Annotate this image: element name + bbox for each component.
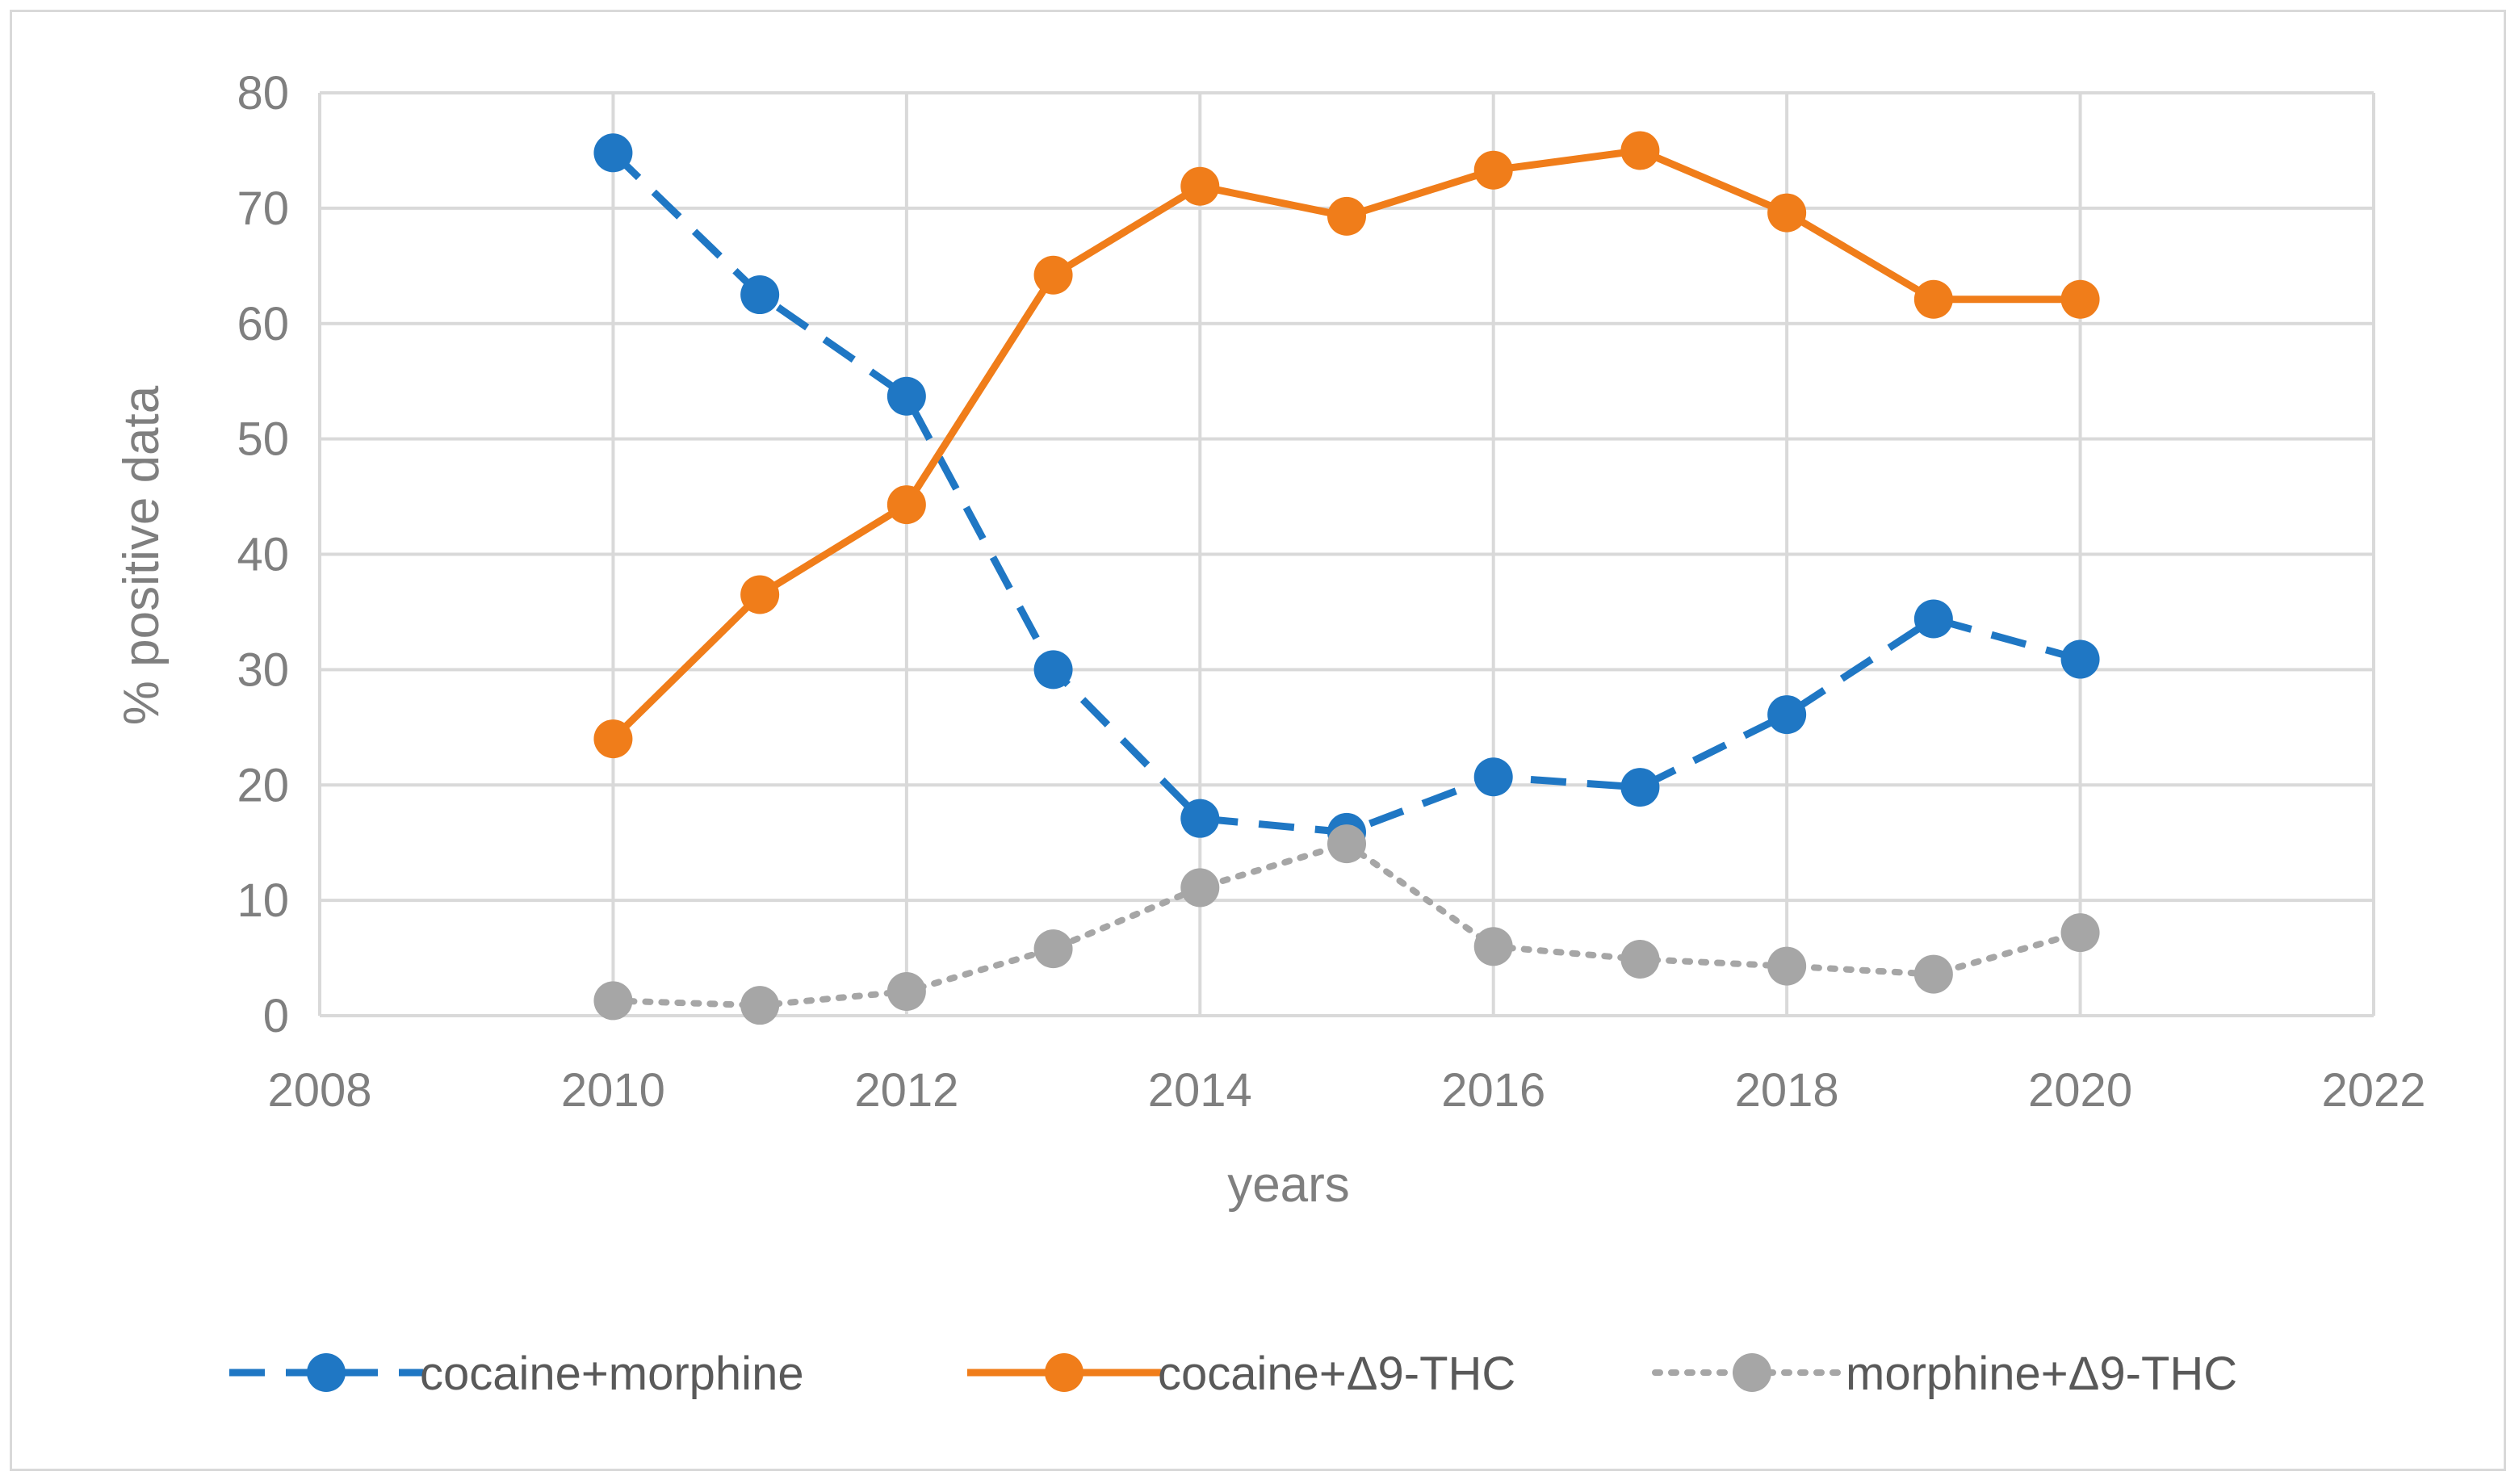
- legend-label-1: cocaine+Δ9-THC: [1158, 1348, 1515, 1400]
- data-point-s2-2013: [1033, 929, 1073, 969]
- data-point-s2-2010: [593, 981, 633, 1021]
- legend-label-0: cocaine+morphine: [420, 1348, 804, 1400]
- data-point-s0-2017: [1620, 768, 1660, 807]
- y-tick-10: 10: [237, 874, 289, 927]
- data-point-s1-2015: [1327, 196, 1366, 236]
- data-point-s0-2016: [1473, 757, 1513, 797]
- x-tick-2014: 2014: [1148, 1064, 1252, 1117]
- y-axis-title: % positive data: [114, 385, 170, 725]
- data-point-s0-2014: [1180, 799, 1220, 838]
- data-point-s1-2017: [1620, 131, 1660, 170]
- data-point-s2-2020: [2060, 913, 2100, 953]
- data-point-s0-2013: [1033, 650, 1073, 690]
- y-tick-60: 60: [237, 298, 289, 350]
- legend-marker-0: [307, 1353, 346, 1392]
- series-points: [593, 131, 2100, 1025]
- y-tick-50: 50: [237, 413, 289, 466]
- grid: [318, 91, 2375, 1017]
- x-tick-2016: 2016: [1441, 1064, 1545, 1117]
- x-tick-2008: 2008: [267, 1064, 371, 1117]
- y-tick-20: 20: [237, 759, 289, 811]
- y-tick-80: 80: [237, 67, 289, 119]
- x-tick-2010: 2010: [561, 1064, 665, 1117]
- legend-marker-1: [1045, 1353, 1083, 1392]
- data-point-s2-2015: [1327, 824, 1366, 864]
- legend-marker-2: [1733, 1353, 1771, 1392]
- data-point-s0-2012: [886, 376, 926, 416]
- y-tick-30: 30: [237, 643, 289, 696]
- legend-label-2: morphine+Δ9-THC: [1846, 1348, 2237, 1400]
- y-tick-40: 40: [237, 529, 289, 581]
- data-point-s2-2017: [1620, 939, 1660, 979]
- series-line-2: [610, 841, 2084, 1009]
- data-point-s0-2010: [593, 133, 633, 173]
- x-tick-2018: 2018: [1735, 1064, 1839, 1117]
- data-point-s1-2011: [740, 575, 780, 614]
- data-point-s2-2018: [1767, 946, 1807, 986]
- data-point-s2-2019: [1913, 954, 1953, 994]
- data-point-s2-2012: [886, 971, 926, 1011]
- data-point-s1-2013: [1033, 255, 1073, 295]
- data-point-s1-2020: [2060, 279, 2100, 319]
- y-tick-labels: 0 10 20 30 40 50 60 70 80: [237, 67, 289, 1042]
- x-tick-2020: 2020: [2028, 1064, 2132, 1117]
- data-point-s1-2010: [593, 719, 633, 759]
- x-axis-title: years: [1227, 1157, 1350, 1213]
- data-point-s2-2016: [1473, 927, 1513, 966]
- x-tick-labels: 2008 2010 2012 2014 2016 2018 2020 2022: [267, 1064, 2425, 1117]
- data-point-s0-2020: [2060, 639, 2100, 679]
- data-point-s2-2011: [740, 986, 780, 1025]
- data-point-s1-2016: [1473, 150, 1513, 190]
- data-point-s1-2014: [1180, 166, 1220, 206]
- x-tick-2022: 2022: [2321, 1064, 2425, 1117]
- chart-frame: [10, 10, 2506, 1471]
- data-point-s1-2018: [1767, 193, 1807, 233]
- data-point-s1-2019: [1913, 279, 1953, 319]
- data-point-s0-2019: [1913, 599, 1953, 639]
- data-point-s0-2018: [1767, 695, 1807, 735]
- data-point-s1-2012: [886, 485, 926, 525]
- series-lines: [610, 146, 2084, 1009]
- x-tick-2012: 2012: [854, 1064, 958, 1117]
- series-line-1: [610, 146, 2081, 742]
- y-tick-0: 0: [263, 990, 289, 1042]
- data-point-s0-2011: [740, 275, 780, 315]
- y-tick-70: 70: [237, 182, 289, 235]
- legend: cocaine+morphine cocaine+Δ9-THC morphine+Δ…: [229, 1348, 2237, 1400]
- data-point-s2-2014: [1180, 868, 1220, 908]
